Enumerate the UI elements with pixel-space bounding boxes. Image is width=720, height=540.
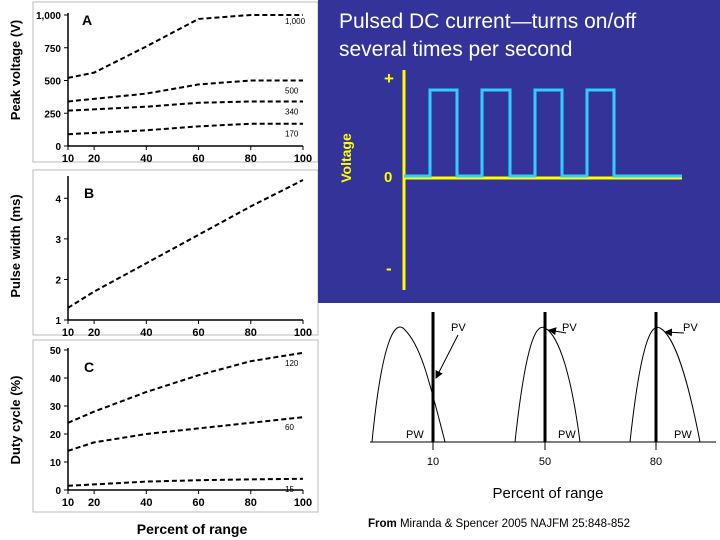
- panel-a-frame: [32, 1, 319, 163]
- x-tick-label: 60: [192, 153, 204, 165]
- waveform-3-curve: [629, 326, 701, 443]
- panel-c-xlabel: Percent of range: [137, 521, 248, 537]
- x-tick-label: 10: [62, 327, 74, 339]
- waveform-3-pv-arrow: [664, 328, 685, 337]
- waveform-1-pv-arrow: [435, 334, 459, 379]
- panel-b-letter: B: [84, 185, 94, 201]
- y-tick-label: 10: [50, 458, 62, 469]
- pulsed-dc-background: [318, 0, 720, 303]
- x-tick-label: 100: [294, 153, 312, 165]
- y-tick-label: 1: [55, 316, 61, 327]
- minus-label: -: [386, 259, 392, 278]
- x-tick-label: 80: [245, 153, 257, 165]
- x-tick-label: 80: [245, 497, 257, 509]
- x-tick-label: 10: [62, 153, 74, 165]
- x-tick-label: 100: [294, 327, 312, 339]
- x-tick-label: 20: [88, 497, 100, 509]
- x-tick-label: 40: [140, 327, 152, 339]
- series-end-label: 120: [285, 359, 299, 368]
- series-line: [67, 477, 304, 487]
- x-tick-label: 40: [140, 153, 152, 165]
- waveform-3-pw: PW: [674, 429, 692, 441]
- y-tick-label: 500: [44, 77, 61, 88]
- y-tick-label: 2: [55, 275, 61, 286]
- series-line: [67, 100, 303, 112]
- x-tick-label: 20: [88, 327, 100, 339]
- series-end-label: 15: [285, 485, 294, 494]
- y-tick-label: 1,000: [36, 11, 61, 22]
- x-tick-label: 10: [62, 497, 74, 509]
- waveform-2-pw: PW: [558, 429, 576, 441]
- x-tick-label: 100: [294, 497, 312, 509]
- source-credit: From Miranda & Spencer 2005 NAJFM 25:848…: [368, 518, 630, 530]
- series-line: [67, 351, 304, 424]
- panel-c-ylabel: Duty cycle (%): [8, 376, 23, 465]
- x-tick-label: 60: [192, 497, 204, 509]
- waveform-xlabel: Percent of range: [493, 485, 604, 502]
- waveform-panel: PV PW PV PW PV PW 10 50 80 Percent of ra…: [370, 312, 716, 502]
- y-tick-label: 250: [44, 109, 61, 120]
- waveform-2-pv-arrow: [548, 327, 567, 336]
- voltage-axis-label: Voltage: [338, 133, 354, 183]
- waveform-tick-label-80: 80: [650, 456, 662, 468]
- y-tick-label: 750: [44, 44, 61, 55]
- panel-a-letter: A: [82, 12, 92, 28]
- series-line: [67, 14, 303, 79]
- waveform-1-pw: PW: [406, 429, 424, 441]
- x-tick-label: 40: [140, 497, 152, 509]
- waveform-3-pv: PV: [683, 322, 698, 334]
- waveform-tick-label-50: 50: [539, 456, 551, 468]
- pulse-train-line: [404, 88, 682, 178]
- panel-c-letter: C: [84, 359, 94, 375]
- panel-c-frame: [32, 339, 319, 513]
- y-tick-label: 50: [50, 346, 62, 357]
- pulsed-dc-title-line1: Pulsed DC current—turns on/off: [339, 10, 636, 33]
- zero-label: 0: [384, 169, 392, 186]
- panel-b-frame: [32, 169, 319, 336]
- series-line: [67, 416, 304, 452]
- pulsed-dc-panel: Pulsed DC current—turns on/off several t…: [318, 0, 720, 303]
- y-tick-label: 20: [50, 430, 62, 441]
- y-tick-label: 40: [50, 374, 62, 385]
- panel-b-ylabel: Pulse width (ms): [8, 194, 23, 297]
- series-line: [67, 179, 304, 309]
- series-end-label: 170: [285, 130, 299, 139]
- y-tick-label: 30: [50, 402, 62, 413]
- panel-c: C Duty cycle (%) Percent of range 10 20 40…: [8, 339, 319, 537]
- x-tick-label: 20: [88, 153, 100, 165]
- waveform-1-pv: PV: [451, 322, 466, 334]
- waveform-tick-label-10: 10: [427, 456, 439, 468]
- y-tick-label: 0: [55, 486, 61, 497]
- x-tick-label: 80: [245, 327, 257, 339]
- panel-b: B Pulse width (ms) 10 20 40 60 80 100 1 2 3 4: [8, 169, 319, 339]
- series-end-label: 500: [285, 87, 299, 96]
- waveform-2-pv: PV: [562, 322, 577, 334]
- source-credit-text: Miranda & Spencer 2005 NAJFM 25:848-852: [399, 518, 631, 530]
- panel-a: A Peak voltage (V) 10 20 40 60 80 100 0 250 500 7…: [8, 1, 319, 165]
- series-line: [67, 122, 303, 136]
- y-tick-label: 3: [55, 235, 61, 246]
- series-end-label: 60: [285, 423, 294, 432]
- plus-label: +: [384, 69, 394, 88]
- series-end-label: 1,000: [285, 17, 306, 26]
- panel-a-ylabel: Peak voltage (V): [8, 20, 23, 120]
- waveform-2-curve: [514, 326, 581, 443]
- series-line: [67, 79, 303, 103]
- y-tick-label: 0: [55, 142, 61, 153]
- source-credit-prefix: From: [368, 518, 397, 530]
- series-end-label: 340: [285, 107, 299, 116]
- x-tick-label: 60: [192, 327, 204, 339]
- y-tick-label: 4: [55, 194, 61, 205]
- pulsed-dc-title-line2: several times per second: [339, 38, 572, 61]
